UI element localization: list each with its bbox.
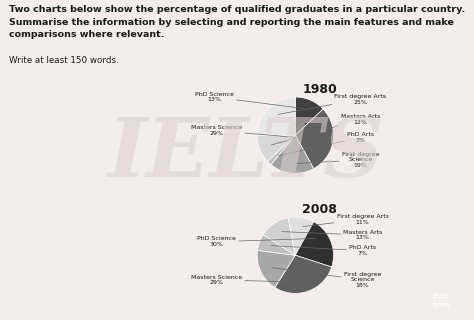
Text: 1980: 1980 xyxy=(302,83,337,96)
Wedge shape xyxy=(257,97,295,135)
Text: Masters Science
29%: Masters Science 29% xyxy=(191,125,321,140)
Text: Masters Arts
12%: Masters Arts 12% xyxy=(271,114,380,145)
Text: First degree Arts
11%: First degree Arts 11% xyxy=(302,214,389,227)
Text: Summarise the information by selecting and reporting the main features and make: Summarise the information by selecting a… xyxy=(9,18,455,27)
Text: Write at least 150 words.: Write at least 150 words. xyxy=(9,56,119,65)
Wedge shape xyxy=(263,218,295,255)
Wedge shape xyxy=(257,235,295,255)
Wedge shape xyxy=(288,217,314,255)
Wedge shape xyxy=(267,135,295,164)
Text: First degree Arts
25%: First degree Arts 25% xyxy=(278,94,386,115)
Text: comparisons where relevant.: comparisons where relevant. xyxy=(9,30,165,39)
Text: Two charts below show the percentage of qualified graduates in a particular coun: Two charts below show the percentage of … xyxy=(9,5,466,14)
Text: PhD Arts
7%: PhD Arts 7% xyxy=(271,245,376,256)
Text: PhD Science
30%: PhD Science 30% xyxy=(197,236,316,247)
Wedge shape xyxy=(271,135,314,173)
Wedge shape xyxy=(275,255,332,293)
Text: iELTS: iELTS xyxy=(433,293,449,299)
Wedge shape xyxy=(257,135,295,161)
Text: Masters Arts
13%: Masters Arts 13% xyxy=(282,229,383,240)
Text: IELTS: IELTS xyxy=(108,114,385,194)
Text: First degree
Science
19%: First degree Science 19% xyxy=(295,152,379,168)
Text: 2008: 2008 xyxy=(302,203,337,216)
Text: Masters Science
29%: Masters Science 29% xyxy=(191,275,302,285)
Wedge shape xyxy=(295,97,323,135)
Wedge shape xyxy=(295,217,334,267)
Text: PhD Arts
2%: PhD Arts 2% xyxy=(278,132,374,156)
Wedge shape xyxy=(295,109,334,169)
Wedge shape xyxy=(257,251,295,287)
Text: TUTOR: TUTOR xyxy=(431,303,450,308)
Text: PhD Science
13%: PhD Science 13% xyxy=(195,92,304,108)
Text: First degree
Science
18%: First degree Science 18% xyxy=(272,268,382,288)
